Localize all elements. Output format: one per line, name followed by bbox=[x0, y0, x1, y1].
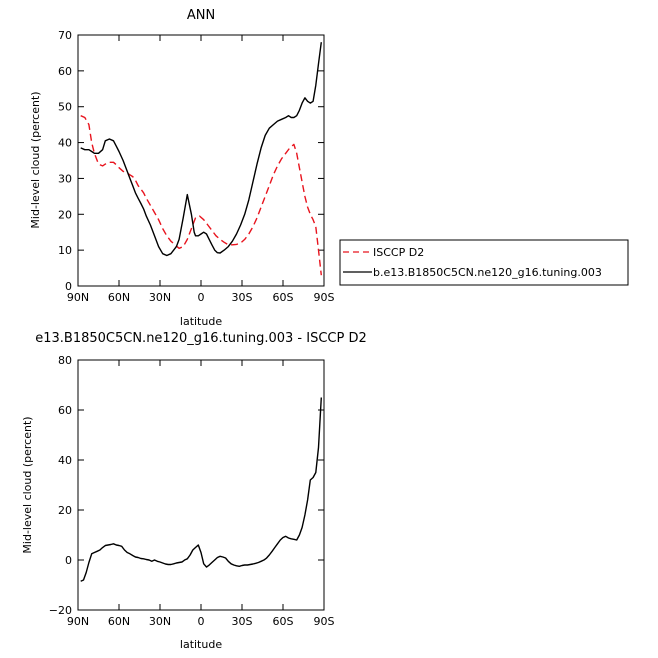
legend-label-model: b.e13.B1850C5CN.ne120_g16.tuning.003 bbox=[373, 266, 602, 279]
top-y-tick-label: 20 bbox=[58, 208, 72, 221]
bottom-x-tick-label: 30S bbox=[232, 615, 253, 628]
legend-label-isccp: ISCCP D2 bbox=[373, 246, 424, 259]
bottom-x-ticks: 90N 60N 30N 0 30S 60S 90S bbox=[67, 360, 335, 628]
top-series-line-0 bbox=[80, 115, 322, 276]
bottom-plot-frame bbox=[77, 359, 325, 611]
top-x-tick-label: 0 bbox=[198, 291, 205, 304]
top-y-ticks: 0 10 20 30 40 50 60 70 bbox=[58, 29, 324, 293]
top-y-axis-label: Mid-level cloud (percent) bbox=[29, 91, 42, 228]
bottom-y-axis-label: Mid-level cloud (percent) bbox=[21, 416, 34, 553]
bottom-y-ticks: −20 0 20 40 60 80 bbox=[49, 354, 324, 617]
bottom-y-tick-label: 40 bbox=[58, 454, 72, 467]
top-x-axis-label: latitude bbox=[180, 315, 222, 328]
top-y-tick-label: 70 bbox=[58, 29, 72, 42]
top-x-tick-label: 60S bbox=[273, 291, 294, 304]
top-x-tick-label: 90S bbox=[314, 291, 335, 304]
bottom-x-tick-label: 90S bbox=[314, 615, 335, 628]
top-series-line-1 bbox=[80, 42, 322, 257]
top-series-group bbox=[80, 42, 322, 276]
top-x-tick-label: 30N bbox=[149, 291, 171, 304]
bottom-y-tick-label: −20 bbox=[49, 604, 72, 617]
bottom-x-tick-label: 90N bbox=[67, 615, 89, 628]
bottom-y-tick-label: 60 bbox=[58, 404, 72, 417]
bottom-series-line-0 bbox=[80, 397, 322, 582]
legend-box bbox=[339, 239, 629, 286]
top-x-ticks: 90N 60N 30N 0 30S 60S 90S bbox=[67, 35, 335, 304]
bottom-y-tick-label: 20 bbox=[58, 504, 72, 517]
bottom-y-tick-label: 80 bbox=[58, 354, 72, 367]
bottom-panel-title: e13.B1850C5CN.ne120_g16.tuning.003 - ISC… bbox=[35, 331, 367, 346]
top-y-tick-label: 60 bbox=[58, 65, 72, 78]
top-x-tick-label: 90N bbox=[67, 291, 89, 304]
top-legend: ISCCP D2 b.e13.B1850C5CN.ne120_g16.tunin… bbox=[339, 239, 629, 286]
top-x-tick-label: 30S bbox=[232, 291, 253, 304]
top-plot-frame bbox=[77, 34, 325, 287]
bottom-x-tick-label: 30N bbox=[149, 615, 171, 628]
bottom-y-tick-label: 0 bbox=[65, 554, 72, 567]
top-y-tick-label: 30 bbox=[58, 172, 72, 185]
top-y-tick-label: 40 bbox=[58, 137, 72, 150]
top-y-tick-label: 50 bbox=[58, 101, 72, 114]
bottom-x-axis-label: latitude bbox=[180, 638, 222, 651]
bottom-x-tick-label: 60S bbox=[273, 615, 294, 628]
top-panel-title: ANN bbox=[187, 8, 215, 23]
bottom-x-tick-label: 60N bbox=[108, 615, 130, 628]
bottom-series-group bbox=[80, 397, 322, 582]
top-panel: ANN latitude Mid-level cloud (percent) 9… bbox=[29, 8, 335, 328]
top-y-tick-label: 10 bbox=[58, 244, 72, 257]
top-y-tick-label: 0 bbox=[65, 280, 72, 293]
bottom-panel: e13.B1850C5CN.ne120_g16.tuning.003 - ISC… bbox=[21, 331, 367, 651]
bottom-x-tick-label: 0 bbox=[198, 615, 205, 628]
top-x-tick-label: 60N bbox=[108, 291, 130, 304]
